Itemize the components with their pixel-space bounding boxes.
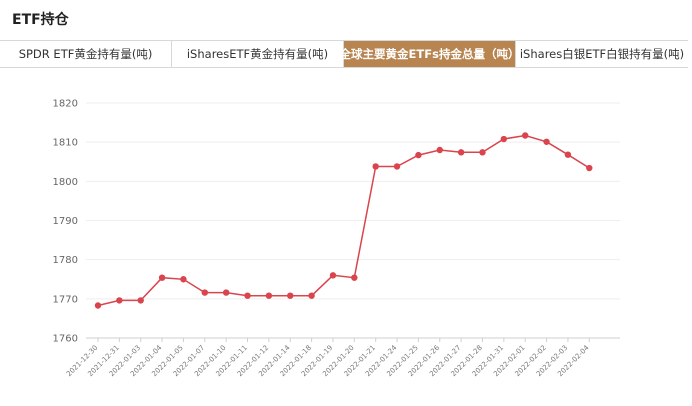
y-tick-label: 1780: [53, 255, 78, 266]
data-point[interactable]: [116, 297, 123, 304]
data-point[interactable]: [137, 297, 144, 304]
data-point[interactable]: [457, 149, 465, 156]
grid-layer: [86, 102, 620, 339]
tab-ishares-silver[interactable]: iShares白银ETF白银持有量(吨): [519, 47, 685, 61]
data-point[interactable]: [479, 149, 486, 156]
y-tick-label: 1760: [53, 334, 78, 345]
y-tick-label: 1820: [53, 99, 78, 110]
data-point[interactable]: [351, 274, 358, 281]
data-point[interactable]: [329, 272, 337, 279]
data-points: [94, 132, 593, 309]
tab-bar: SPDR ETF黄金持有量(吨) iSharesETF黄金持有量(吨) 全球主要…: [0, 40, 688, 68]
data-point[interactable]: [308, 292, 315, 299]
series-line-layer: [97, 134, 590, 307]
data-point[interactable]: [564, 151, 572, 158]
y-tick-label: 1790: [53, 216, 78, 227]
data-point[interactable]: [94, 302, 102, 309]
data-point[interactable]: [158, 274, 166, 281]
x-axis-ticks: 2021-12-302021-12-312022-01-032022-01-04…: [65, 338, 591, 378]
data-point[interactable]: [436, 146, 443, 154]
line-chart: 1760 1770 1780 1790 1800 1810 1820 2021-12-302…: [53, 99, 620, 378]
page-title: ETF持仓: [12, 12, 69, 28]
data-point[interactable]: [287, 292, 294, 299]
series-line: [97, 134, 590, 307]
tab-global-gold-etfs[interactable]: 全球主要黄金ETFs持金总量（吨）: [340, 41, 519, 67]
y-tick-label: 1800: [53, 177, 78, 188]
data-point[interactable]: [500, 135, 508, 143]
tab-spdr-gold[interactable]: SPDR ETF黄金持有量(吨): [0, 41, 172, 67]
chart-area: 1760 1770 1780 1790 1800 1810 1820 2021-12-30 2…: [0, 80, 692, 406]
data-point[interactable]: [586, 164, 593, 172]
y-axis-ticks: 1760 1770 1780 1790 1800 1810 1820: [53, 99, 78, 345]
y-tick-label: 1810: [53, 138, 78, 149]
data-point[interactable]: [222, 289, 230, 296]
data-point[interactable]: [543, 138, 550, 145]
data-point[interactable]: [372, 163, 379, 170]
data-point[interactable]: [180, 276, 187, 283]
data-point[interactable]: [201, 289, 208, 296]
data-point[interactable]: [415, 151, 422, 159]
tab-ishares-gold[interactable]: iSharesETF黄金持有量(吨): [172, 41, 344, 67]
data-point[interactable]: [393, 163, 401, 170]
data-point[interactable]: [244, 292, 251, 299]
y-tick-label: 1770: [53, 294, 78, 305]
data-point[interactable]: [265, 292, 273, 299]
data-point[interactable]: [522, 132, 529, 139]
